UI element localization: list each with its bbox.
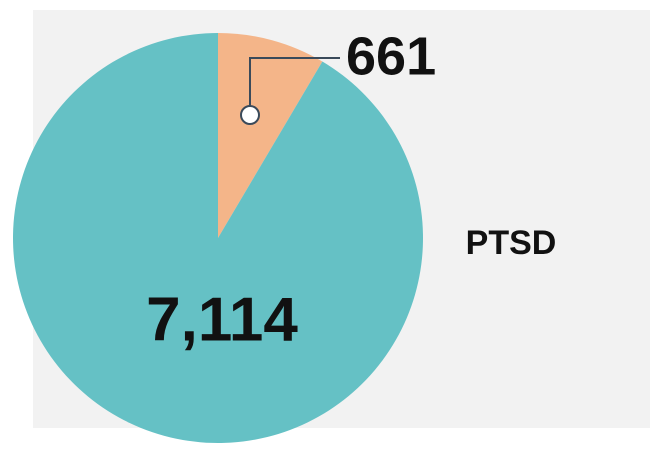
data-label: 661 — [346, 26, 436, 86]
chart-title: PTSD — [466, 224, 557, 262]
data-label: 7,114 — [146, 285, 298, 354]
leader-line — [249, 57, 340, 115]
pie-slice — [218, 33, 323, 238]
pie-slice — [12, 33, 423, 443]
slices — [12, 33, 423, 443]
leader-dot — [240, 105, 260, 125]
